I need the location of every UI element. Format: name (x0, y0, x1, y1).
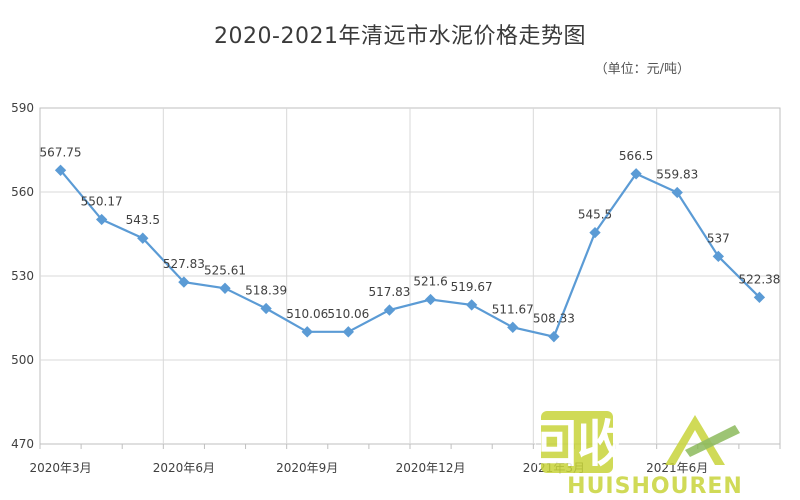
data-label: 510.06 (286, 307, 328, 321)
y-tick-label: 500 (11, 353, 34, 367)
data-point (507, 321, 519, 333)
data-label: 567.75 (40, 145, 82, 159)
data-point (137, 232, 149, 244)
data-point (630, 168, 642, 180)
data-label: 545.5 (578, 208, 612, 222)
y-tick-label: 560 (11, 185, 34, 199)
data-point (260, 302, 272, 315)
x-tick-label: 2020年9月 (276, 461, 338, 475)
data-point (424, 293, 437, 306)
data-point (671, 186, 683, 199)
data-label: 519.67 (451, 280, 493, 294)
data-label: 522.38 (738, 272, 780, 286)
data-point (54, 164, 67, 176)
data-label: 559.83 (656, 167, 698, 181)
unit-label: （单位：元/吨） (594, 62, 690, 77)
data-point (589, 226, 601, 239)
data-label: 527.83 (163, 257, 205, 271)
data-label: 517.83 (368, 285, 410, 299)
data-label: 521.6 (413, 275, 447, 289)
series-line (59, 169, 761, 338)
watermark-logo: 回收 HUISHOUREN (535, 411, 743, 499)
data-label: 508.33 (533, 312, 575, 326)
x-tick-label: 2020年6月 (153, 461, 215, 475)
data-point (219, 282, 231, 294)
data-label: 511.67 (492, 302, 534, 316)
data-label: 537 (707, 231, 730, 245)
x-tick-label: 2020年3月 (29, 461, 91, 475)
data-point (753, 291, 766, 303)
y-tick-label: 470 (11, 437, 34, 451)
data-label: 525.61 (204, 263, 246, 277)
data-point (383, 304, 396, 316)
x-tick-label: 2020年12月 (396, 461, 466, 475)
data-point (342, 326, 354, 338)
data-point (712, 250, 724, 263)
data-point (548, 331, 560, 343)
data-label: 550.17 (81, 195, 123, 209)
data-label: 566.5 (619, 149, 653, 163)
data-label: 510.06 (327, 307, 369, 321)
x-tick-label: 2021年6月 (646, 461, 708, 475)
data-point (178, 276, 190, 288)
watermark-cn-text: 回收 (535, 415, 627, 473)
data-label: 518.39 (245, 284, 287, 298)
watermark-en-text: HUISHOUREN (567, 474, 743, 499)
data-label: 543.5 (126, 213, 160, 227)
chart-title: 2020-2021年清远市水泥价格走势图 (214, 24, 586, 49)
y-tick-label: 530 (11, 269, 34, 283)
y-tick-label: 590 (11, 101, 34, 115)
data-point (466, 299, 478, 311)
data-point (301, 326, 313, 338)
